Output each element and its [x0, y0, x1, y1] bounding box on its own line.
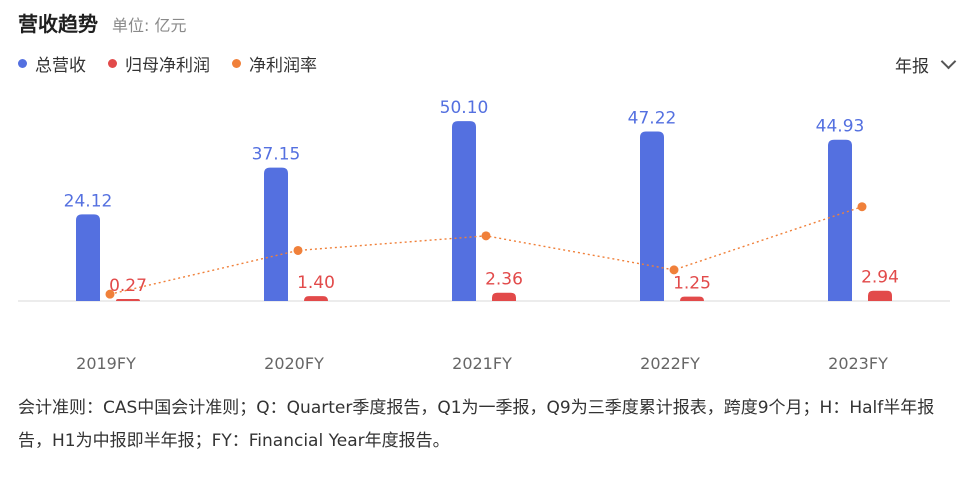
legend-dot-margin — [232, 59, 241, 68]
period-selector[interactable]: 年报 — [895, 52, 957, 77]
legend-label-net-profit: 归母净利润 — [125, 56, 210, 76]
revenue-data-label: 37.15 — [252, 145, 301, 165]
net-profit-data-label: 2.94 — [861, 268, 899, 288]
net-margin-point — [669, 265, 679, 275]
net-profit-bar — [492, 292, 516, 301]
legend-dot-net-profit — [108, 59, 117, 68]
chart-header: 营收趋势 单位: 亿元 — [18, 8, 186, 38]
revenue-bar — [640, 131, 664, 301]
net-profit-bar — [116, 299, 140, 301]
legend-item-revenue[interactable]: 总营收 — [18, 51, 86, 76]
revenue-data-label: 47.22 — [628, 108, 677, 128]
period-selector-label: 年报 — [895, 57, 929, 77]
revenue-bar — [264, 167, 288, 301]
legend-label-margin: 净利润率 — [249, 56, 317, 76]
chevron-down-icon — [940, 53, 957, 70]
x-tick-label: 2022FY — [640, 354, 700, 373]
net-profit-bar — [304, 296, 328, 301]
net-profit-bar — [680, 296, 704, 301]
x-tick-label: 2019FY — [76, 354, 136, 373]
legend-item-margin[interactable]: 净利润率 — [232, 51, 317, 76]
legend-dot-revenue — [18, 59, 27, 68]
net-profit-bar — [868, 290, 892, 301]
net-profit-data-label: 1.40 — [297, 273, 335, 293]
x-tick-label: 2020FY — [264, 354, 324, 373]
legend-label-revenue: 总营收 — [35, 56, 86, 76]
legend-item-net-profit[interactable]: 归母净利润 — [108, 51, 210, 76]
net-margin-point — [293, 245, 303, 255]
net-margin-point — [105, 289, 115, 299]
revenue-data-label: 44.93 — [816, 117, 865, 137]
chart-title: 营收趋势 — [18, 12, 98, 36]
x-tick-label: 2021FY — [452, 354, 512, 373]
footnote: 会计准则：CAS中国会计准则；Q：Quarter季度报告，Q1为一季报，Q9为三… — [18, 398, 935, 451]
revenue-trend-chart: 24.12 0.27 2019FY 37.15 1.40 2020FY 50.10 2.36 2… — [18, 98, 950, 373]
revenue-data-label: 50.10 — [440, 98, 489, 118]
net-margin-point — [857, 202, 867, 212]
revenue-data-label: 24.12 — [64, 191, 113, 211]
net-margin-point — [481, 231, 491, 241]
net-profit-data-label: 1.25 — [673, 274, 711, 294]
net-profit-data-label: 2.36 — [485, 270, 523, 290]
revenue-bar — [76, 214, 100, 301]
revenue-bar — [828, 139, 852, 301]
x-tick-label: 2023FY — [828, 354, 888, 373]
chart-legend: 总营收 归母净利润 净利润率 — [18, 51, 317, 76]
unit-label: 单位: 亿元 — [112, 16, 187, 35]
revenue-bar — [452, 121, 476, 302]
net-profit-data-label: 0.27 — [109, 276, 147, 296]
